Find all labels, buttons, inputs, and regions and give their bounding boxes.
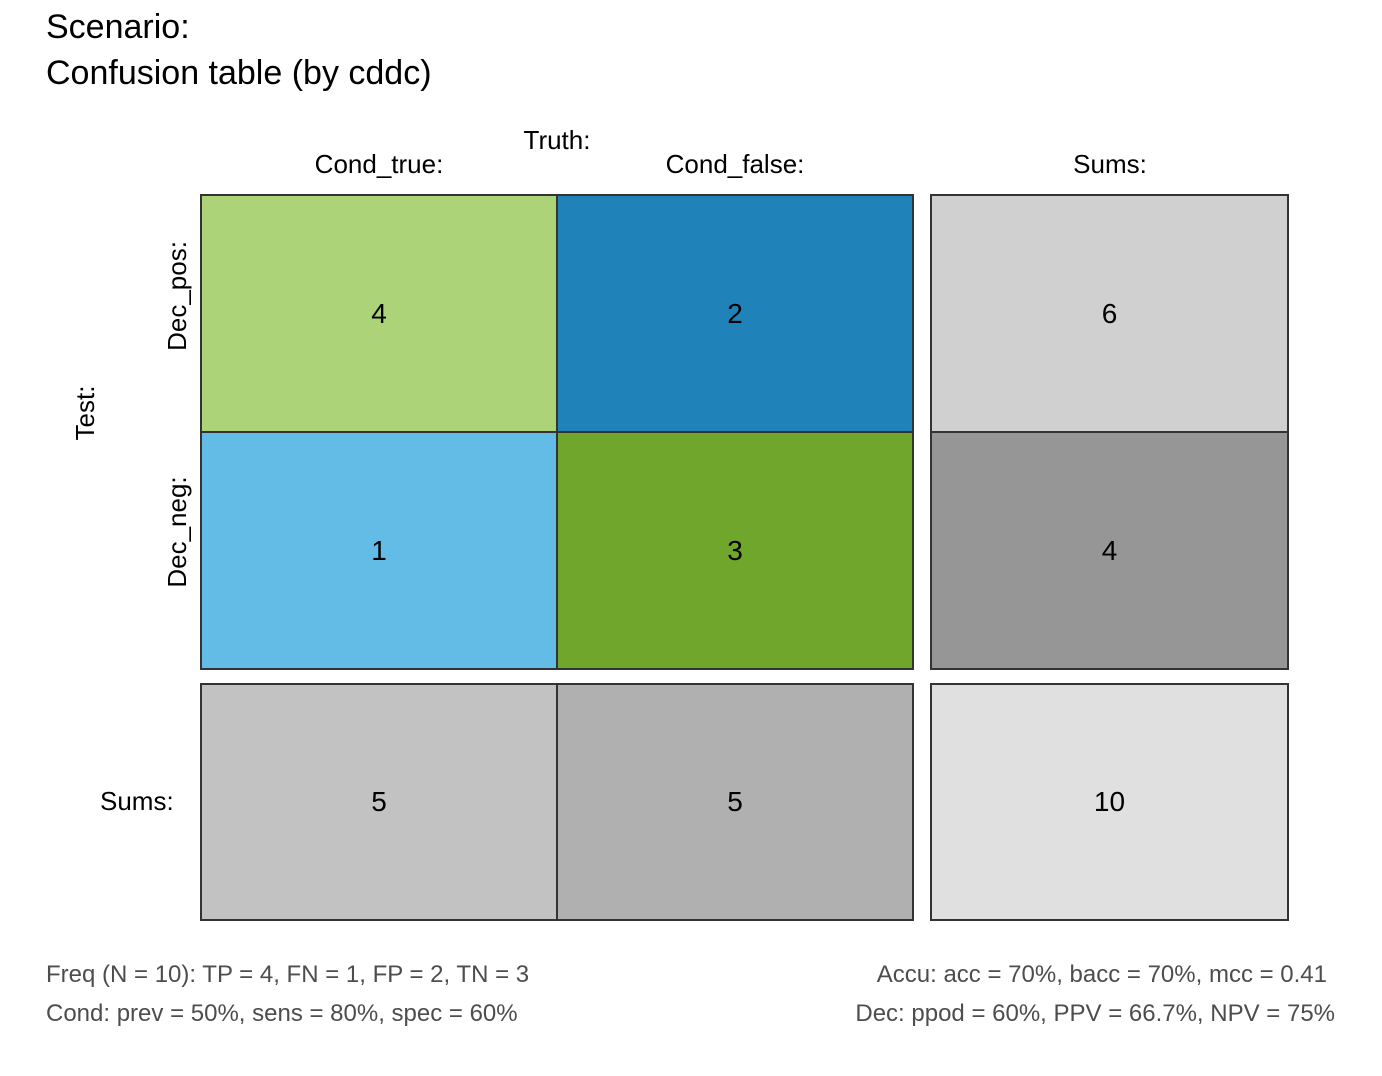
cell-dec-neg-sum-value: 4 <box>1101 534 1118 566</box>
footer-accu: Accu: acc = 70%, bacc = 70%, mcc = 0.41 <box>876 961 1327 988</box>
truth-label: Truth: <box>523 125 591 155</box>
cell-tp-value: 4 <box>371 297 387 329</box>
row-header-sums: Sums: <box>100 786 174 816</box>
scenario-title: Scenario: <box>46 8 190 46</box>
test-label: Test: <box>70 385 100 441</box>
confusion-table-title: Confusion table (by cddc) <box>46 54 432 92</box>
cell-fn-value: 1 <box>371 534 387 566</box>
footer-cond: Cond: prev = 50%, sens = 80%, spec = 60% <box>46 1000 518 1027</box>
cell-cond-true-sum-value: 5 <box>371 786 387 817</box>
cell-fp-value: 2 <box>727 297 743 329</box>
row-header-dec-pos: Dec_pos: <box>162 241 192 351</box>
cell-total: 10 <box>930 683 1289 921</box>
cell-cond-false-sum: 5 <box>556 683 914 921</box>
cell-cond-false-sum-value: 5 <box>727 786 743 817</box>
cell-false-positive: 2 <box>556 194 914 433</box>
cell-false-negative: 1 <box>200 431 558 670</box>
footer-dec: Dec: ppod = 60%, PPV = 66.7%, NPV = 75% <box>855 1000 1335 1027</box>
col-header-cond-true: Cond_true: <box>314 149 444 179</box>
cell-dec-neg-sum: 4 <box>930 431 1289 670</box>
row-header-dec-neg: Dec_neg: <box>162 476 192 588</box>
footer-freq: Freq (N = 10): TP = 4, FN = 1, FP = 2, T… <box>46 961 530 988</box>
cell-total-value: 10 <box>1093 786 1126 817</box>
col-header-cond-false: Cond_false: <box>665 149 805 179</box>
cell-cond-true-sum: 5 <box>200 683 558 921</box>
cell-true-positive: 4 <box>200 194 558 433</box>
cell-dec-pos-sum-value: 6 <box>1101 297 1118 329</box>
cell-dec-pos-sum: 6 <box>930 194 1289 433</box>
col-header-sums: Sums: <box>1073 149 1147 179</box>
cell-tn-value: 3 <box>727 534 743 566</box>
cell-true-negative: 3 <box>556 431 914 670</box>
